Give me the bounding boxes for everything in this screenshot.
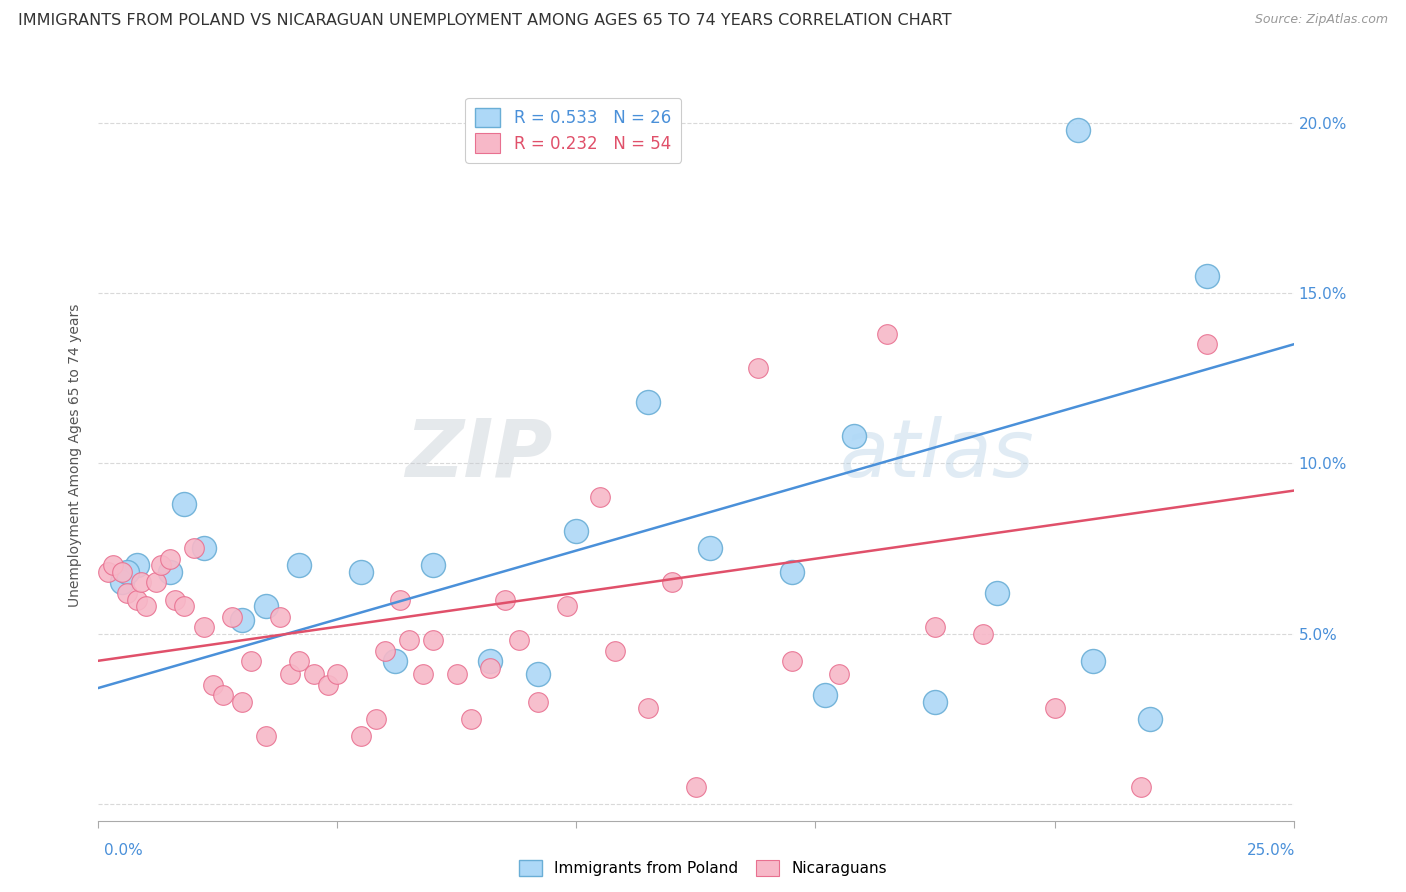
Point	[125, 592, 148, 607]
Point	[479, 654, 502, 668]
Point	[924, 695, 946, 709]
Text: 0.0%: 0.0%	[104, 843, 143, 858]
Point	[115, 585, 138, 599]
Point	[131, 575, 153, 590]
Point	[231, 613, 253, 627]
Point	[924, 620, 946, 634]
Point	[163, 592, 186, 607]
Point	[814, 688, 837, 702]
Point	[302, 667, 325, 681]
Text: 25.0%: 25.0%	[1247, 843, 1295, 858]
Point	[1129, 780, 1152, 794]
Point	[173, 497, 195, 511]
Point	[316, 677, 339, 691]
Point	[115, 566, 138, 580]
Point	[97, 566, 120, 580]
Text: atlas: atlas	[839, 416, 1035, 494]
Point	[1197, 337, 1219, 351]
Point	[460, 712, 482, 726]
Point	[111, 575, 134, 590]
Point	[589, 491, 612, 505]
Text: ZIP: ZIP	[405, 416, 553, 494]
Point	[565, 524, 588, 539]
Point	[254, 599, 277, 614]
Point	[183, 541, 205, 556]
Point	[685, 780, 707, 794]
Point	[350, 729, 373, 743]
Point	[159, 566, 181, 580]
Point	[398, 633, 420, 648]
Point	[101, 558, 124, 573]
Point	[637, 395, 659, 409]
Point	[350, 566, 373, 580]
Point	[1139, 712, 1161, 726]
Point	[173, 599, 195, 614]
Point	[326, 667, 349, 681]
Point	[422, 633, 444, 648]
Point	[1067, 123, 1090, 137]
Point	[972, 626, 994, 640]
Point	[828, 667, 851, 681]
Point	[384, 654, 406, 668]
Point	[145, 575, 167, 590]
Point	[986, 585, 1008, 599]
Point	[555, 599, 578, 614]
Point	[159, 551, 181, 566]
Point	[388, 592, 411, 607]
Point	[637, 701, 659, 715]
Point	[135, 599, 157, 614]
Point	[288, 654, 311, 668]
Text: Source: ZipAtlas.com: Source: ZipAtlas.com	[1254, 13, 1388, 27]
Point	[221, 609, 243, 624]
Point	[1197, 269, 1219, 284]
Point	[479, 660, 502, 674]
Point	[508, 633, 530, 648]
Point	[780, 654, 803, 668]
Point	[527, 695, 550, 709]
Point	[111, 566, 134, 580]
Point	[747, 361, 769, 376]
Point	[842, 429, 865, 443]
Point	[269, 609, 291, 624]
Point	[240, 654, 263, 668]
Point	[1081, 654, 1104, 668]
Point	[364, 712, 387, 726]
Point	[661, 575, 683, 590]
Point	[1043, 701, 1066, 715]
Point	[494, 592, 516, 607]
Point	[446, 667, 468, 681]
Point	[876, 327, 898, 342]
Point	[527, 667, 550, 681]
Point	[603, 643, 626, 657]
Point	[125, 558, 148, 573]
Point	[149, 558, 172, 573]
Point	[374, 643, 396, 657]
Point	[202, 677, 225, 691]
Point	[231, 695, 253, 709]
Point	[412, 667, 434, 681]
Point	[288, 558, 311, 573]
Legend: R = 0.533   N = 26, R = 0.232   N = 54: R = 0.533 N = 26, R = 0.232 N = 54	[465, 97, 681, 162]
Point	[699, 541, 721, 556]
Text: IMMIGRANTS FROM POLAND VS NICARAGUAN UNEMPLOYMENT AMONG AGES 65 TO 74 YEARS CORR: IMMIGRANTS FROM POLAND VS NICARAGUAN UNE…	[18, 13, 952, 29]
Legend: Immigrants from Poland, Nicaraguans: Immigrants from Poland, Nicaraguans	[513, 854, 893, 882]
Point	[211, 688, 233, 702]
Point	[193, 620, 215, 634]
Point	[278, 667, 301, 681]
Y-axis label: Unemployment Among Ages 65 to 74 years: Unemployment Among Ages 65 to 74 years	[69, 303, 83, 607]
Point	[254, 729, 277, 743]
Point	[193, 541, 215, 556]
Point	[780, 566, 803, 580]
Point	[422, 558, 444, 573]
